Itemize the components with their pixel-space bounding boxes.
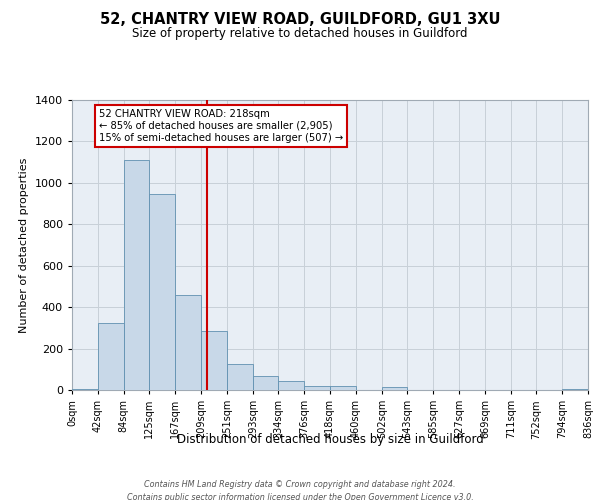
Y-axis label: Number of detached properties: Number of detached properties — [19, 158, 29, 332]
Bar — [278, 382, 304, 390]
Bar — [253, 376, 278, 390]
Text: 52 CHANTRY VIEW ROAD: 218sqm
← 85% of detached houses are smaller (2,905)
15% of: 52 CHANTRY VIEW ROAD: 218sqm ← 85% of de… — [99, 110, 343, 142]
Bar — [124, 160, 149, 390]
Text: Contains HM Land Registry data © Crown copyright and database right 2024.
Contai: Contains HM Land Registry data © Crown c… — [127, 480, 473, 500]
Bar — [304, 386, 330, 390]
Bar — [330, 386, 356, 390]
Bar — [562, 389, 588, 390]
Bar — [149, 194, 175, 390]
Text: Distribution of detached houses by size in Guildford: Distribution of detached houses by size … — [176, 432, 484, 446]
Bar — [227, 364, 253, 390]
Text: 52, CHANTRY VIEW ROAD, GUILDFORD, GU1 3XU: 52, CHANTRY VIEW ROAD, GUILDFORD, GU1 3X… — [100, 12, 500, 28]
Bar — [175, 294, 201, 390]
Bar — [382, 387, 407, 390]
Bar — [201, 331, 227, 390]
Bar — [98, 322, 124, 390]
Text: Size of property relative to detached houses in Guildford: Size of property relative to detached ho… — [132, 28, 468, 40]
Bar — [72, 389, 98, 390]
